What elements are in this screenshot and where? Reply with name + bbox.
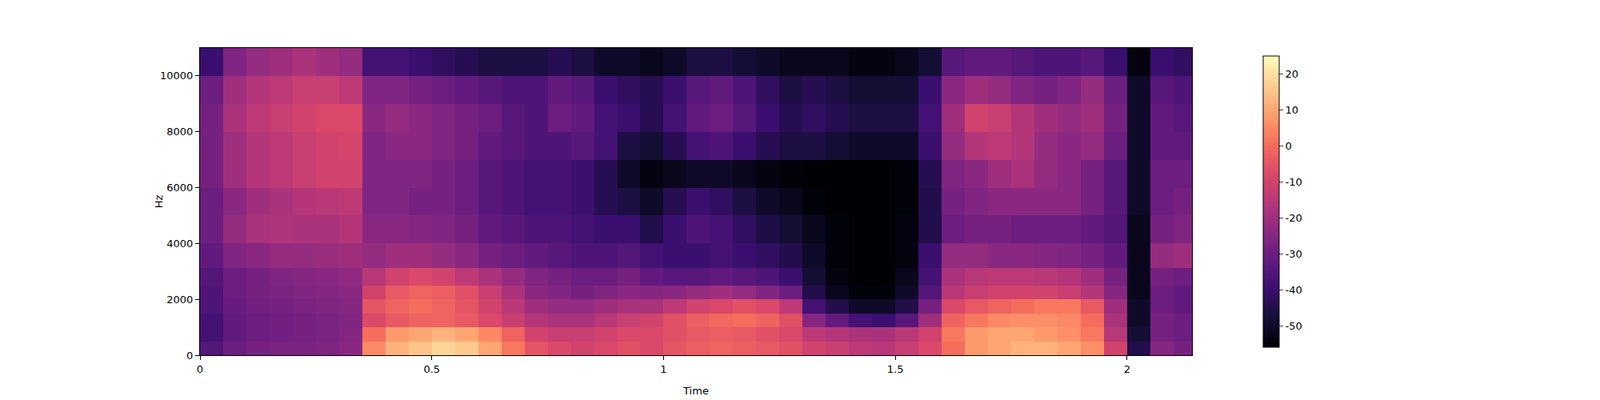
svg-text:20: 20 [1285,68,1300,80]
svg-text:0.5: 0.5 [423,363,440,376]
svg-text:0: 0 [186,349,193,362]
svg-text:2000: 2000 [166,293,193,306]
svg-text:-40: -40 [1285,284,1303,296]
svg-text:-20: -20 [1285,212,1303,224]
svg-text:1.5: 1.5 [887,363,904,376]
svg-text:Time: Time [682,384,709,397]
svg-text:8000: 8000 [166,125,193,138]
svg-text:-10: -10 [1285,176,1303,188]
svg-text:-30: -30 [1285,248,1303,260]
svg-text:10: 10 [1285,104,1300,116]
svg-text:0: 0 [1285,140,1292,152]
svg-text:6000: 6000 [166,181,193,194]
svg-text:Hz: Hz [152,195,165,209]
svg-text:0: 0 [196,363,204,376]
svg-text:1: 1 [660,363,667,376]
svg-text:2: 2 [1124,363,1131,376]
svg-text:4000: 4000 [166,237,193,250]
svg-text:10000: 10000 [160,69,193,82]
svg-text:-50: -50 [1285,320,1303,332]
